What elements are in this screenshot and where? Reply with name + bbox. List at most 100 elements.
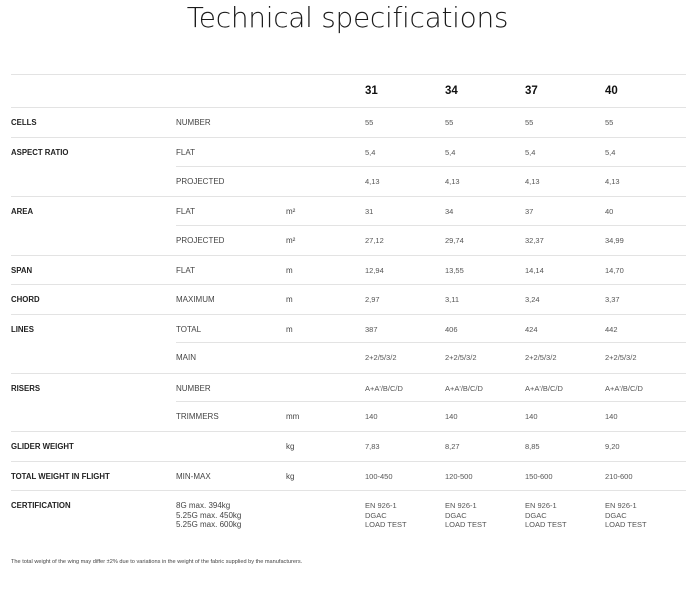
table-row: TRIMMERS mm 140 140 140 140 <box>11 400 686 431</box>
footnote: The total weight of the wing may differ … <box>11 559 303 565</box>
row-divider <box>176 165 686 167</box>
row-label: GLIDER WEIGHT <box>11 442 74 452</box>
row-value: 2,97 <box>365 295 380 305</box>
row-sublabel: FLAT <box>176 265 195 275</box>
row-unit: m² <box>286 235 296 245</box>
row-value: 120-500 <box>445 471 473 481</box>
row-value: A+A'/B/C/D <box>525 383 563 393</box>
row-value: 40 <box>605 207 614 217</box>
row-value: 14,14 <box>525 265 544 275</box>
row-value: 12,94 <box>365 265 384 275</box>
row-sublabel: NUMBER <box>176 383 211 393</box>
row-value: 31 <box>365 207 374 217</box>
size-header: 37 <box>525 85 538 97</box>
row-value: 5,4 <box>525 148 536 158</box>
table-row: GLIDER WEIGHT kg 7,83 8,27 8,85 9,20 <box>11 431 686 460</box>
row-sublabel: MAXIMUM <box>176 295 215 305</box>
row-sublabel: NUMBER <box>176 118 211 127</box>
table-row: PROJECTED 4,13 4,13 4,13 4,13 <box>11 165 686 196</box>
row-value: 3,37 <box>605 295 620 305</box>
row-label: RISERS <box>11 383 41 393</box>
row-label: CHORD <box>11 295 40 305</box>
row-value: 2+2/5/3/2 <box>525 353 557 363</box>
row-value: 442 <box>605 324 618 334</box>
row-label: TOTAL WEIGHT IN FLIGHT <box>11 471 110 481</box>
row-value: 7,83 <box>365 442 380 452</box>
row-value: 210-600 <box>605 471 633 481</box>
row-value: 34,99 <box>605 235 624 245</box>
row-sublabel: FLAT <box>176 207 195 217</box>
row-value: 5,4 <box>445 148 456 158</box>
row-value: 140 <box>605 411 618 421</box>
size-header-row: 31 34 37 40 <box>11 74 686 108</box>
table-row: SPAN FLAT m 12,94 13,55 14,14 14,70 <box>11 254 686 284</box>
table-row: TOTAL WEIGHT IN FLIGHT MIN-MAX kg 100-450 12… <box>11 460 686 490</box>
row-value: 4,13 <box>445 176 460 186</box>
row-value: 100-450 <box>365 471 393 481</box>
row-value: 9,20 <box>605 442 620 452</box>
table-row: LINES TOTAL m 387 406 424 442 <box>11 313 686 343</box>
row-unit: m² <box>286 207 296 217</box>
table-row: MAIN 2+2/5/3/2 2+2/5/3/2 2+2/5/3/2 2+2/5/3/2 <box>11 342 686 372</box>
row-sublabel: MAIN <box>176 353 196 363</box>
row-value: EN 926-1 DGAC LOAD TEST <box>445 501 487 530</box>
row-label: CELLS <box>11 118 37 127</box>
row-value: 406 <box>445 324 458 334</box>
row-value: A+A'/B/C/D <box>365 383 403 393</box>
row-sublabel: TRIMMERS <box>176 411 219 421</box>
row-value: 4,13 <box>525 176 540 186</box>
row-sublabel: PROJECTED <box>176 176 225 186</box>
row-value: 8,27 <box>445 442 460 452</box>
row-value: A+A'/B/C/D <box>605 383 643 393</box>
table-row: CELLS NUMBER 55 55 55 55 <box>11 108 686 137</box>
row-value: 3,11 <box>445 295 460 305</box>
size-header: 40 <box>605 85 618 97</box>
row-value: 2+2/5/3/2 <box>365 353 397 363</box>
row-label: CERTIFICATION <box>11 501 71 511</box>
row-value: EN 926-1 DGAC LOAD TEST <box>605 501 647 530</box>
row-value: 29,74 <box>445 235 464 245</box>
row-label: ASPECT RATIO <box>11 148 69 158</box>
row-value: 55 <box>365 118 374 127</box>
row-value: 34 <box>445 207 454 217</box>
table-row: RISERS NUMBER A+A'/B/C/D A+A'/B/C/D A+A'/B/C… <box>11 372 686 402</box>
row-divider <box>176 342 686 344</box>
row-value: 387 <box>365 324 378 334</box>
row-value: 4,13 <box>605 176 620 186</box>
row-value: 8,85 <box>525 442 540 452</box>
row-value: 55 <box>445 118 454 127</box>
row-unit: kg <box>286 442 295 452</box>
row-unit: mm <box>286 411 300 421</box>
row-value: 14,70 <box>605 265 624 275</box>
row-unit: m <box>286 265 293 275</box>
row-value: 55 <box>525 118 534 127</box>
row-value: EN 926-1 DGAC LOAD TEST <box>525 501 567 530</box>
row-value: 55 <box>605 118 614 127</box>
row-value: 27,12 <box>365 235 384 245</box>
table-row: ASPECT RATIO FLAT 5,4 5,4 5,4 5,4 <box>11 137 686 166</box>
row-label: SPAN <box>11 265 33 275</box>
table-row: CERTIFICATION 8G max. 394kg 5.25G max. 45… <box>11 490 686 540</box>
row-sublabel: TOTAL <box>176 324 202 334</box>
row-value: 2+2/5/3/2 <box>445 353 477 363</box>
row-value: 32,37 <box>525 235 544 245</box>
row-value: 5,4 <box>365 148 376 158</box>
table-row: PROJECTED m² 27,12 29,74 32,37 34,99 <box>11 224 686 255</box>
row-value: 37 <box>525 207 534 217</box>
row-sublabel: 8G max. 394kg 5.25G max. 450kg 5.25G max… <box>176 501 242 530</box>
row-label: LINES <box>11 324 34 334</box>
page-title: Technical specifications <box>186 1 509 34</box>
row-value: 5,4 <box>605 148 616 158</box>
row-value: 4,13 <box>365 176 380 186</box>
row-label: AREA <box>11 207 34 217</box>
row-unit: m <box>286 324 293 334</box>
row-value: EN 926-1 DGAC LOAD TEST <box>365 501 407 530</box>
row-value: 424 <box>525 324 538 334</box>
row-value: 140 <box>365 411 378 421</box>
specs-table: 31 34 37 40 CELLS NUMBER 55 55 55 55 ASPECT RA… <box>11 74 686 540</box>
row-value: 140 <box>445 411 458 421</box>
row-value: 13,55 <box>445 265 464 275</box>
table-row: CHORD MAXIMUM m 2,97 3,11 3,24 3,37 <box>11 284 686 313</box>
size-header: 34 <box>445 85 458 97</box>
row-value: 2+2/5/3/2 <box>605 353 637 363</box>
